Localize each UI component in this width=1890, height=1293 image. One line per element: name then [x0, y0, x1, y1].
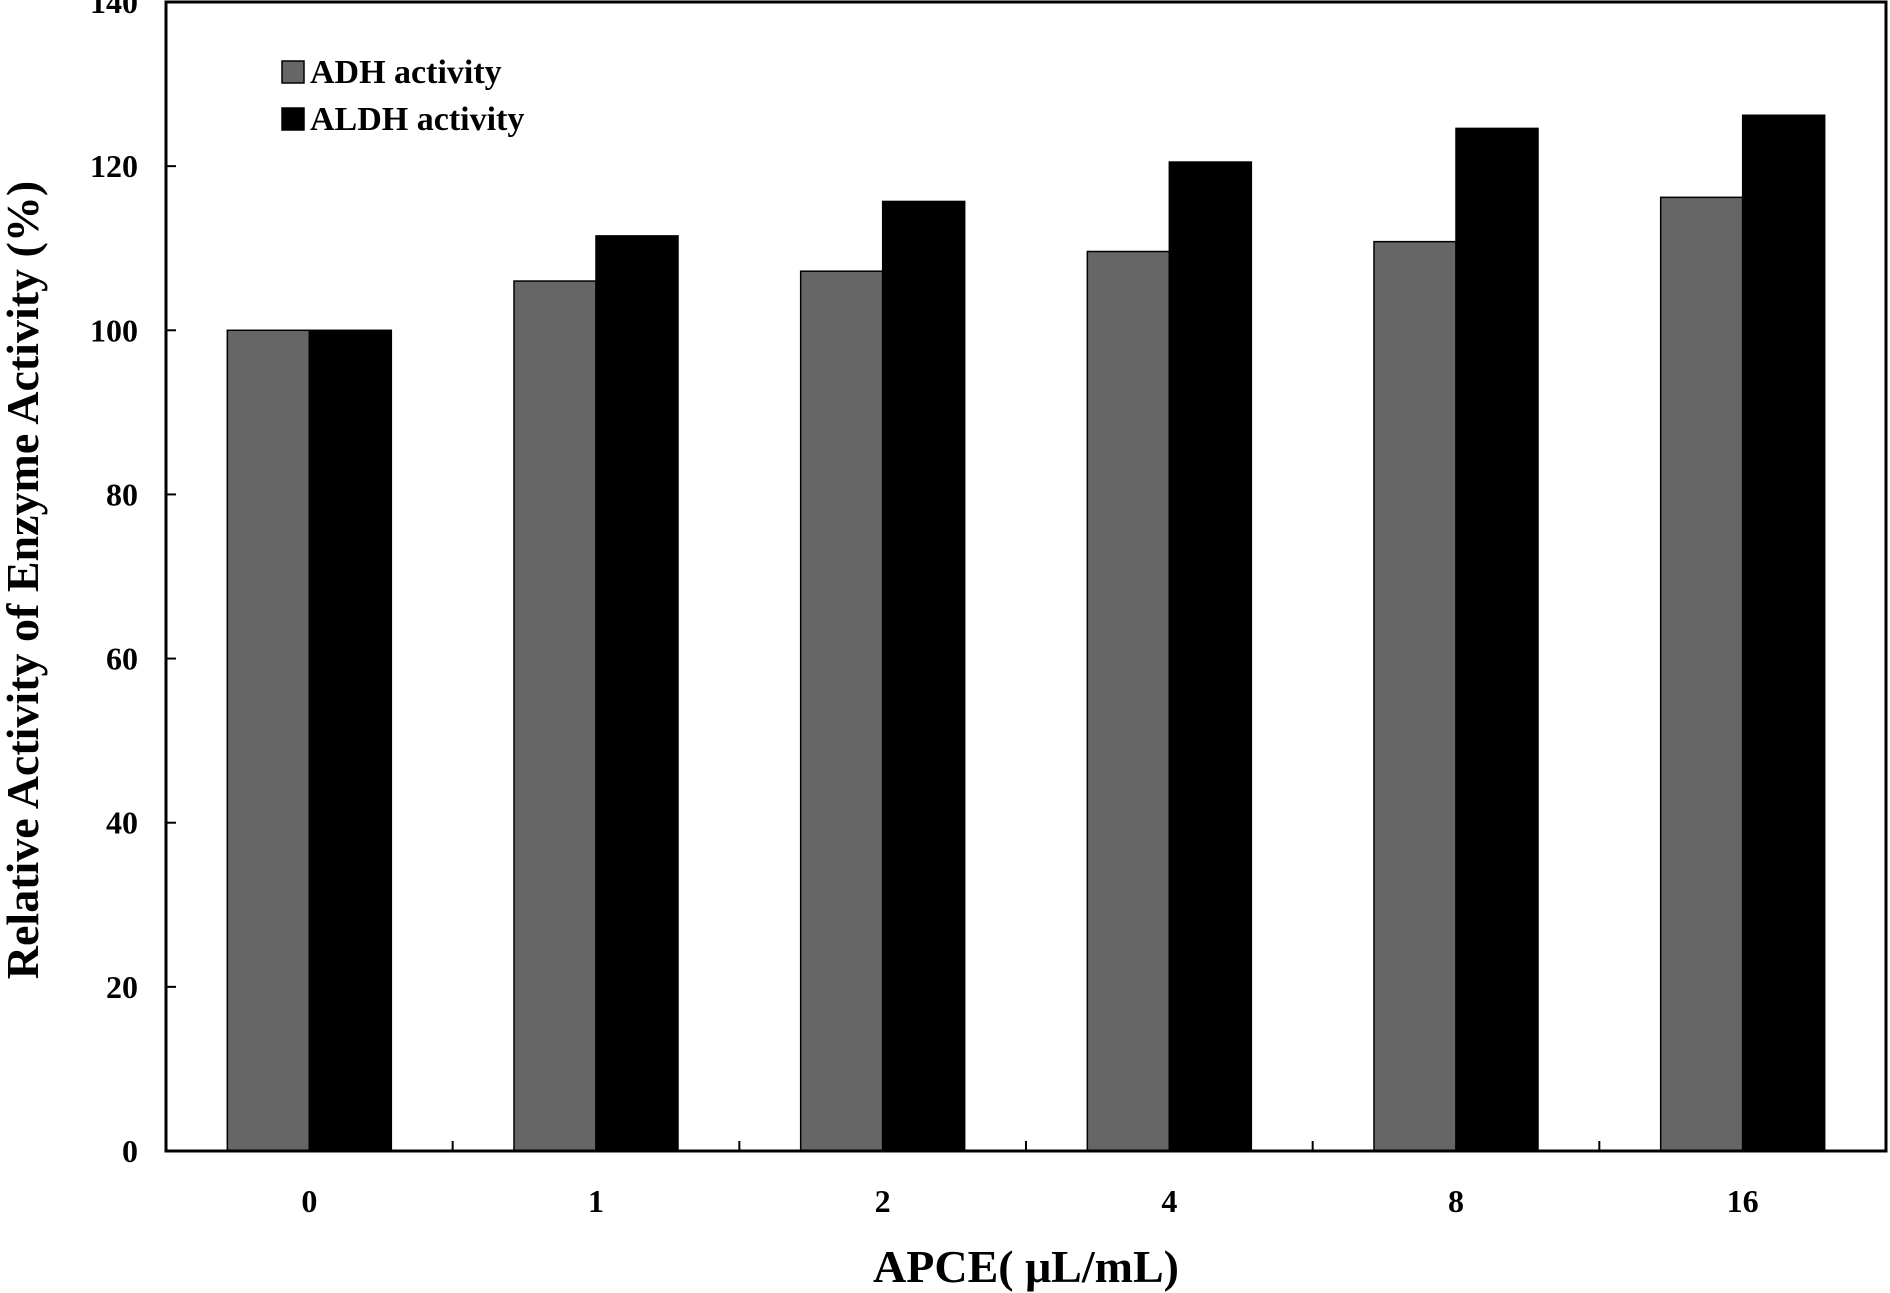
bar-adh-4: [1086, 250, 1171, 1152]
x-tick-label: 1: [588, 1183, 604, 1219]
y-tick-label: 100: [90, 312, 138, 348]
y-axis-title: Relative Activity of Enzyme Activity (%): [0, 181, 48, 979]
x-tick-label: 4: [1161, 1183, 1177, 1219]
bar-aldh-4: [1168, 161, 1253, 1152]
bar-adh-8: [1373, 240, 1457, 1152]
y-tick-label: 80: [106, 476, 138, 512]
x-tick-label: 2: [875, 1183, 891, 1219]
legend-label-adh: ADH activity: [310, 54, 502, 91]
legend-swatch-adh: [281, 60, 305, 84]
legend: ADH activity ALDH activity: [281, 54, 524, 138]
x-tick-label: 16: [1727, 1183, 1759, 1219]
bar-aldh-8: [1455, 127, 1539, 1152]
x-axis-title: APCE( μL/mL): [873, 1241, 1179, 1292]
bar-aldh-2: [881, 200, 966, 1152]
y-tick-label: 20: [106, 969, 138, 1005]
x-tick-label: 0: [301, 1183, 317, 1219]
bar-adh-0: [226, 329, 311, 1152]
x-axis: 0 1 2 4 8 16: [301, 1141, 1759, 1219]
bar-aldh-16: [1741, 114, 1826, 1152]
y-tick-label: 40: [106, 805, 138, 841]
legend-label-aldh: ALDH activity: [310, 101, 524, 138]
plot-area-frame: [164, 0, 1888, 1153]
y-tick-label: 140: [90, 0, 138, 20]
bars-group: [226, 114, 1826, 1152]
y-axis: 0 20 40 60 80 100 120 140: [90, 0, 176, 1169]
y-tick-label: 60: [106, 641, 138, 677]
bar-aldh-1: [595, 235, 679, 1152]
bar-adh-1: [513, 280, 597, 1152]
y-tick-label: 0: [122, 1133, 138, 1169]
y-tick-label: 120: [90, 148, 138, 184]
x-tick-label: 8: [1448, 1183, 1464, 1219]
bar-aldh-0: [308, 329, 393, 1152]
bar-adh-2: [799, 270, 884, 1152]
bar-adh-16: [1659, 196, 1744, 1152]
legend-swatch-aldh: [281, 107, 305, 131]
